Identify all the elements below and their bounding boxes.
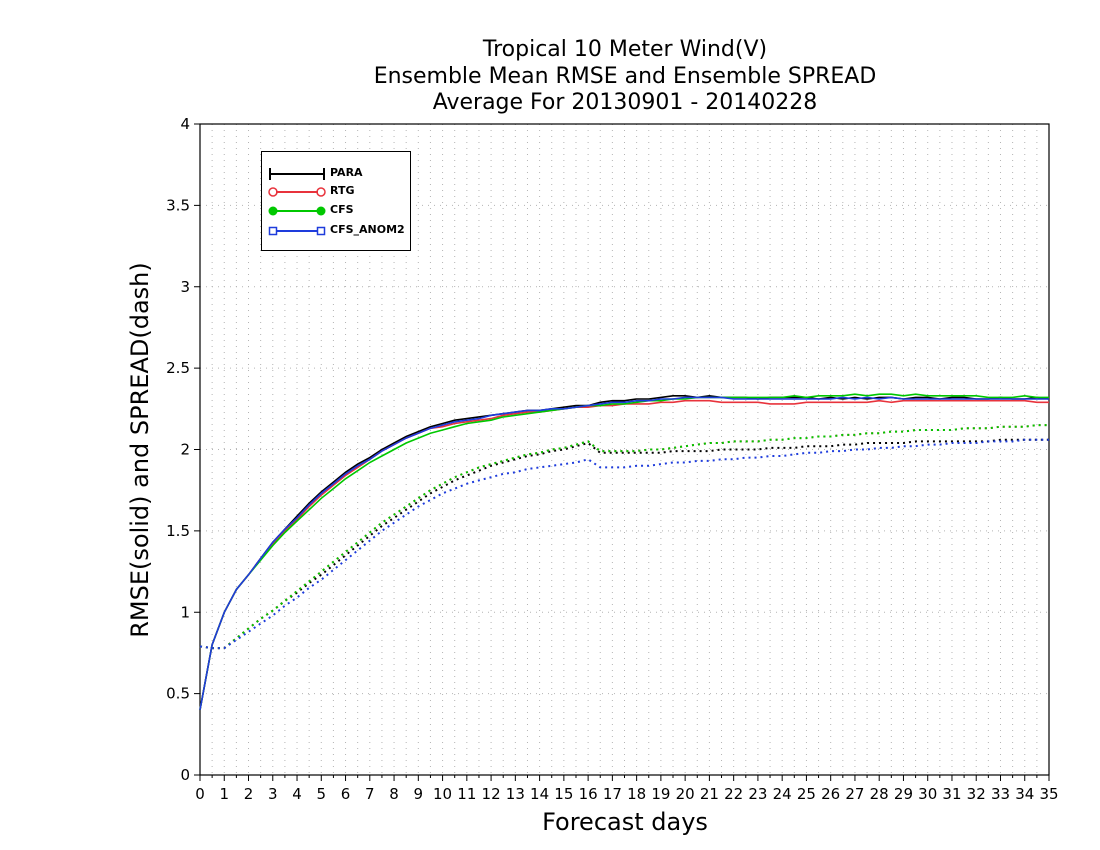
x-tick-label: 1 [219, 785, 229, 803]
y-tick-label: 1 [180, 603, 190, 621]
x-tick-label: 7 [365, 785, 375, 803]
legend-item-rtg: RTG [268, 183, 408, 201]
x-tick-label: 5 [317, 785, 327, 803]
x-tick-label: 10 [433, 785, 452, 803]
x-tick-label: 2 [244, 785, 254, 803]
y-tick-label: 2 [180, 441, 190, 459]
legend: PARA RTG CFS CFS_ANOM2 [261, 151, 411, 251]
x-tick-label: 35 [1039, 785, 1058, 803]
legend-label-rtg: RTG [330, 184, 355, 197]
x-tick-label: 33 [991, 785, 1010, 803]
x-tick-label: 28 [870, 785, 889, 803]
spread-line-rtg [199, 424, 1049, 650]
x-tick-label: 19 [651, 785, 670, 803]
rmse-line-cfs-anom2 [199, 396, 1049, 711]
legend-item-cfs: CFS [268, 202, 408, 220]
x-tick-label: 3 [268, 785, 278, 803]
x-tick-label: 11 [457, 785, 476, 803]
x-tick-label: 29 [894, 785, 913, 803]
x-tick-label: 27 [845, 785, 864, 803]
x-tick-label: 21 [700, 785, 719, 803]
x-tick-label: 34 [1015, 785, 1034, 803]
x-axis-label: Forecast days [542, 808, 708, 836]
x-tick-label: 13 [506, 785, 525, 803]
spread-line-cfs [199, 424, 1049, 650]
y-tick-label: 0 [180, 766, 190, 784]
x-tick-label: 30 [918, 785, 937, 803]
x-tick-label: 18 [627, 785, 646, 803]
x-tick-label: 16 [579, 785, 598, 803]
x-tick-label: 0 [195, 785, 205, 803]
legend-label-cfs-anom2: CFS_ANOM2 [330, 223, 405, 236]
y-tick-label: 0.5 [166, 685, 190, 703]
x-tick-label: 4 [292, 785, 302, 803]
chart-title-line-1: Tropical 10 Meter Wind(V) [482, 37, 768, 62]
x-tick-label: 32 [967, 785, 986, 803]
chart-title-line-3: Average For 20130901 - 20140228 [432, 90, 818, 115]
x-tick-label: 23 [748, 785, 767, 803]
y-tick-label: 2.5 [166, 359, 190, 377]
x-tick-label: 24 [773, 785, 792, 803]
rmse-line-cfs [199, 393, 1049, 711]
x-tick-label: 22 [724, 785, 743, 803]
y-tick-label: 1.5 [166, 522, 190, 540]
x-tick-label: 8 [389, 785, 399, 803]
legend-label-para: PARA [330, 166, 363, 179]
y-tick-label: 4 [180, 115, 190, 133]
legend-item-cfs-anom2: CFS_ANOM2 [268, 222, 408, 240]
x-tick-label: 31 [942, 785, 961, 803]
x-tick-label: 14 [530, 785, 549, 803]
x-tick-label: 25 [797, 785, 816, 803]
legend-item-para: PARA [268, 165, 408, 183]
legend-label-cfs: CFS [330, 203, 354, 216]
x-tick-label: 9 [414, 785, 424, 803]
rmse-line-rtg [199, 399, 1049, 711]
spread-line-cfs-anom2 [199, 438, 1049, 650]
x-tick-label: 6 [341, 785, 351, 803]
x-tick-label: 12 [482, 785, 501, 803]
chart-title-line-2: Ensemble Mean RMSE and Ensemble SPREAD [373, 64, 877, 89]
x-tick-label: 26 [821, 785, 840, 803]
y-tick-label: 3.5 [166, 196, 190, 214]
y-tick-label: 3 [180, 278, 190, 296]
x-tick-label: 17 [603, 785, 622, 803]
x-tick-label: 15 [554, 785, 573, 803]
x-tick-label: 20 [676, 785, 695, 803]
y-axis-label: RMSE(solid) and SPREAD(dash) [126, 262, 154, 638]
